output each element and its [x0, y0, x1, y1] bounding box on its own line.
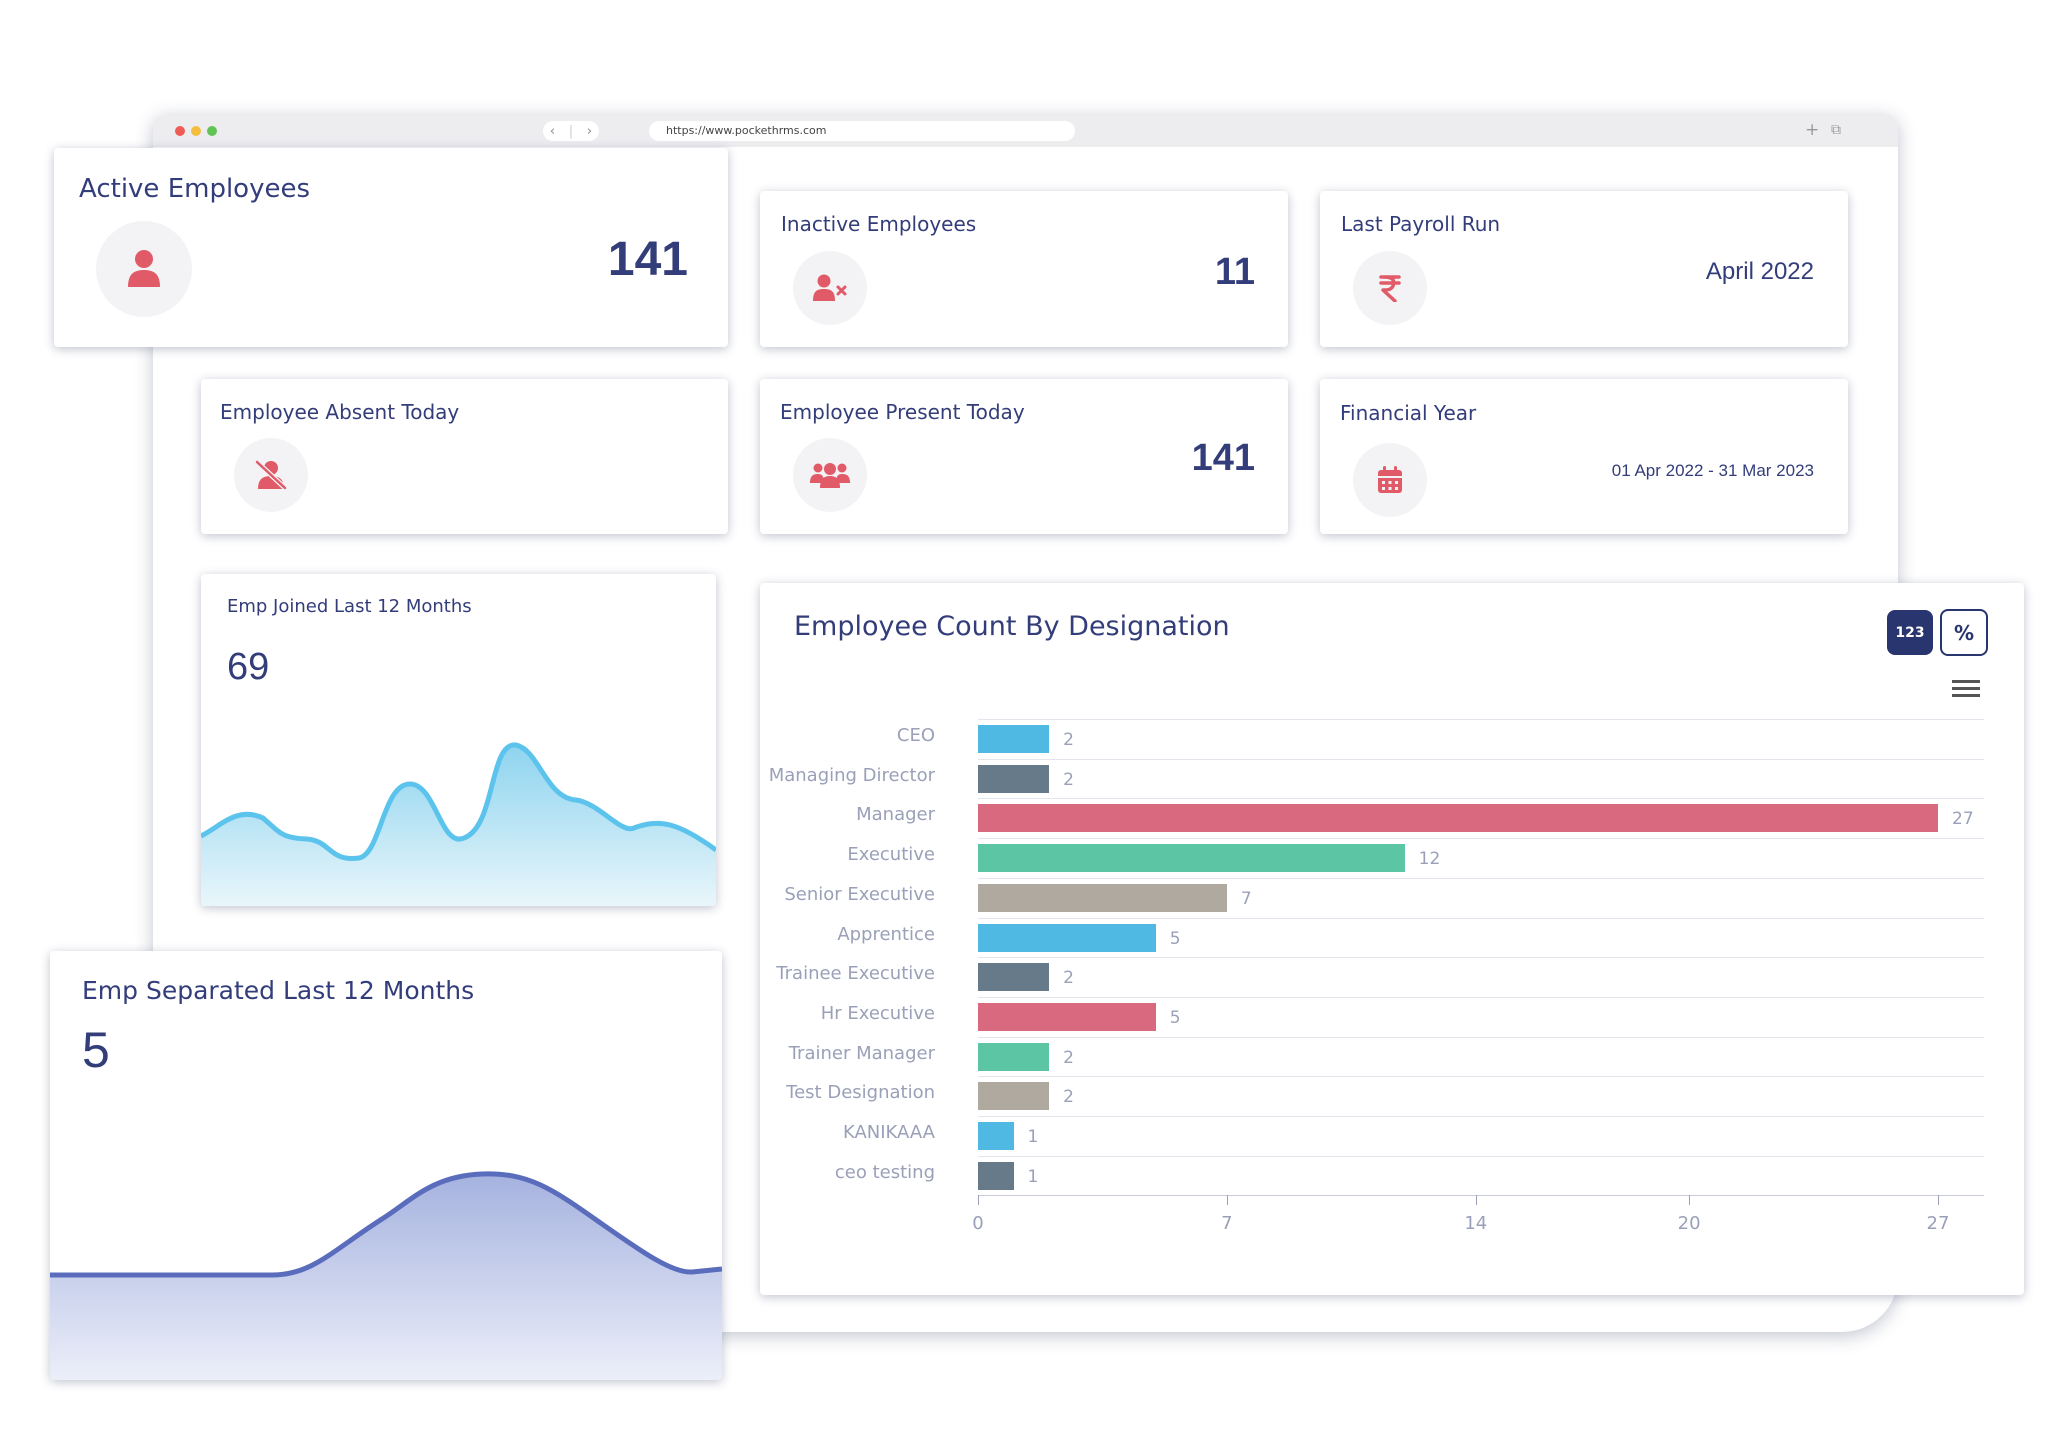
employee-absent-today-card[interactable]: Employee Absent Today: [201, 379, 728, 534]
back-icon[interactable]: ‹: [549, 123, 556, 139]
card-title: Employee Present Today: [780, 400, 1025, 424]
active-employees-value: 141: [607, 233, 688, 286]
emp-separated-value: 5: [82, 1022, 110, 1078]
percent-toggle-button[interactable]: %: [1940, 609, 1988, 656]
maximize-window-icon[interactable]: [207, 126, 217, 136]
rupee-icon: [1353, 251, 1427, 325]
forward-icon[interactable]: ›: [586, 123, 593, 139]
card-title: Inactive Employees: [781, 212, 977, 236]
count-toggle-button[interactable]: 123: [1887, 610, 1933, 655]
hamburger-menu-icon[interactable]: [1952, 680, 1980, 700]
emp-joined-sparkline: [201, 742, 716, 906]
chart-title: Employee Count By Designation: [794, 611, 1230, 642]
new-tab-icon[interactable]: +: [1805, 120, 1820, 140]
nav-buttons: ‹ | ›: [543, 121, 599, 141]
last-payroll-run-value: April 2022: [1705, 258, 1814, 285]
emp-joined-value: 69: [227, 646, 270, 688]
restore-icon[interactable]: ⧉: [1831, 122, 1841, 138]
close-window-icon[interactable]: [175, 126, 185, 136]
card-title: Active Employees: [79, 174, 311, 204]
card-title: Employee Absent Today: [220, 400, 460, 424]
employee-present-today-value: 141: [1191, 437, 1255, 479]
card-title: Emp Separated Last 12 Months: [82, 976, 475, 1005]
users-icon: [793, 438, 867, 512]
address-bar[interactable]: https://www.pockethrms.com: [649, 121, 1075, 141]
emp-separated-sparkline: [50, 1171, 722, 1380]
user-icon: [96, 221, 192, 317]
minimize-window-icon[interactable]: [191, 126, 201, 136]
inactive-employees-card[interactable]: Inactive Employees 11: [760, 191, 1288, 347]
financial-year-card[interactable]: Financial Year 01 Apr 2022 - 31 Mar 2023: [1320, 379, 1848, 534]
financial-year-value: 01 Apr 2022 - 31 Mar 2023: [1611, 461, 1814, 480]
designation-chart-area: Employee Count By Designation 123 %: [760, 583, 2024, 1295]
user-x-icon: [793, 251, 867, 325]
active-employees-card[interactable]: Active Employees 141: [54, 148, 728, 347]
user-slash-icon: [234, 438, 308, 512]
emp-joined-card[interactable]: Emp Joined Last 12 Months 69: [201, 574, 716, 906]
inactive-employees-value: 11: [1214, 251, 1255, 293]
card-title: Financial Year: [1340, 401, 1477, 425]
card-title: Emp Joined Last 12 Months: [227, 596, 472, 617]
browser-toolbar: ‹ | › https://www.pockethrms.com + ⧉: [153, 114, 1898, 147]
calendar-icon: [1353, 443, 1427, 517]
employee-present-today-card[interactable]: Employee Present Today 141: [760, 379, 1288, 534]
last-payroll-run-card[interactable]: Last Payroll Run April 2022: [1320, 191, 1848, 347]
emp-separated-card[interactable]: Emp Separated Last 12 Months 5: [50, 951, 722, 1380]
card-title: Last Payroll Run: [1341, 212, 1501, 236]
designation-chart-card: [760, 583, 2024, 1295]
